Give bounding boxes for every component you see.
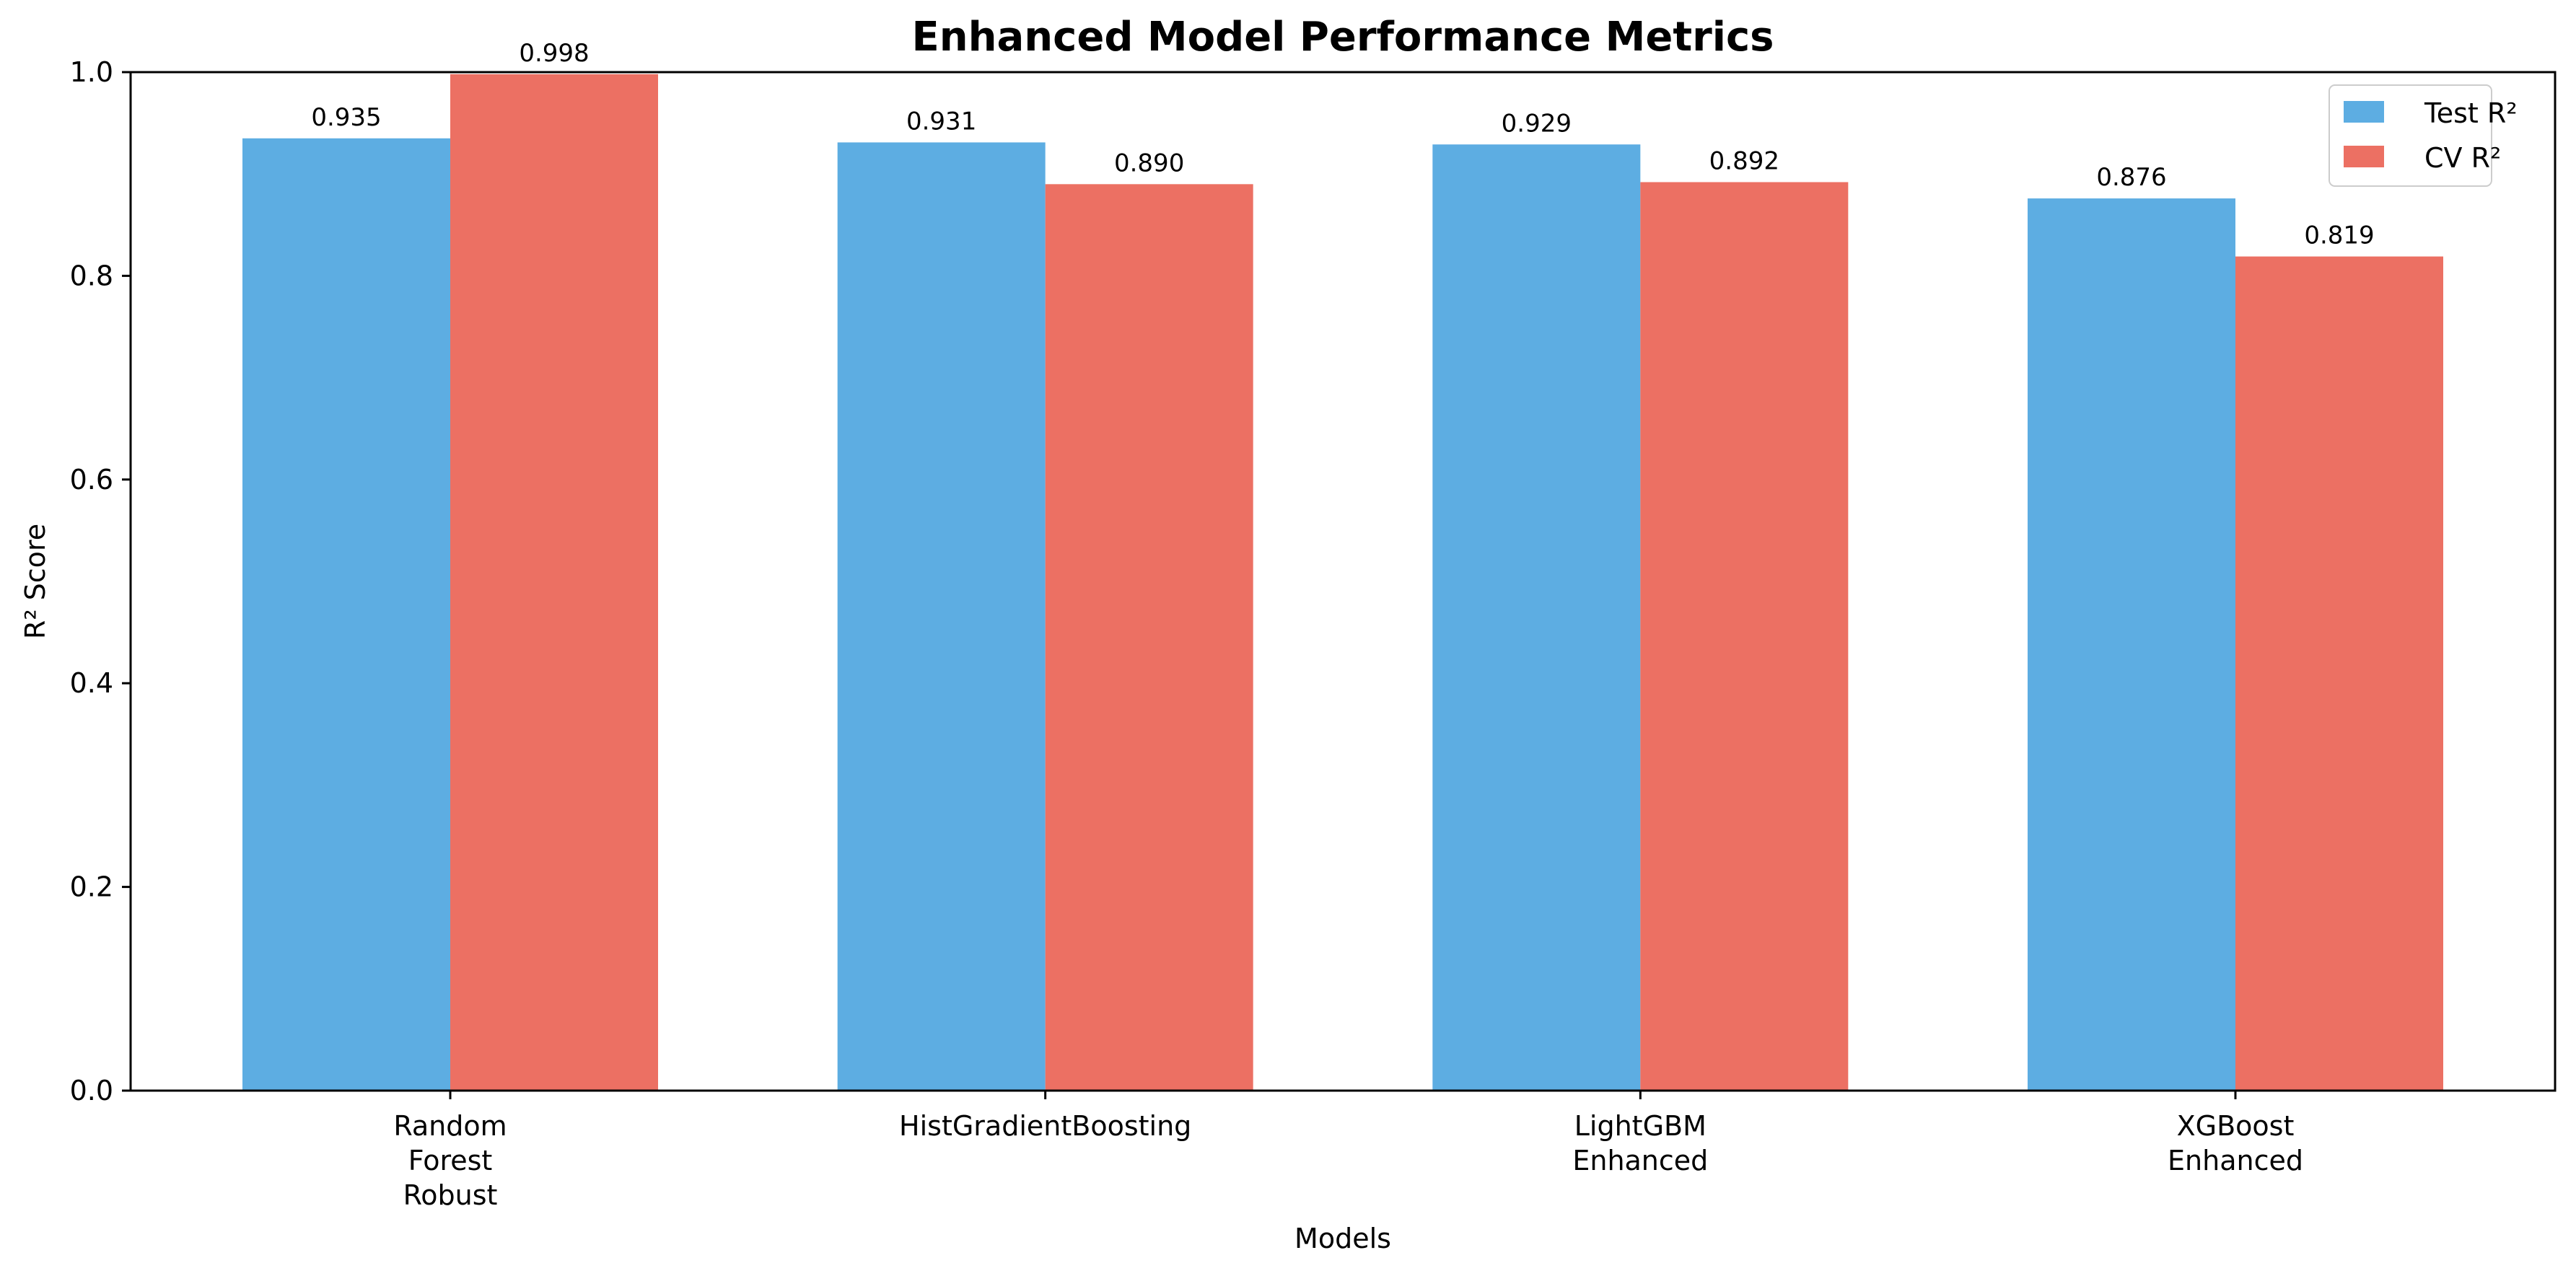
bar-test-r2-3 [2028,198,2235,1091]
bar-cv-r2-2 [1640,182,1849,1091]
y-tick-label-2: 0.4 [70,667,113,699]
x-tick-label-0-2: Robust [403,1179,498,1211]
data-label-cv-r2-2: 0.892 [1709,146,1779,175]
y-tick-label-5: 1.0 [70,56,113,88]
bar-test-r2-2 [1432,144,1641,1091]
bar-test-r2-0 [242,138,450,1091]
bar-cv-r2-1 [1045,184,1253,1091]
y-axis: 0.0 0.2 0.4 0.6 0.8 1.0 [70,56,131,1106]
plot-frame [129,71,2557,1092]
x-tick-label-2-0: LightGBM [1574,1110,1707,1142]
y-tick-label-3: 0.6 [70,464,113,496]
data-label-test-r2-1: 0.931 [906,107,976,136]
y-axis-label: R² Score [19,524,51,639]
x-axis-label: Models [1294,1223,1391,1254]
x-tick-label-3-0: XGBoost [2177,1110,2295,1142]
data-label-cv-r2-0: 0.998 [519,39,589,68]
x-tick-label-1-0: HistGradientBoosting [899,1110,1191,1142]
y-tick-label-1: 0.2 [70,871,113,903]
x-tick-label-0-1: Forest [408,1145,493,1176]
bar-cv-r2-3 [2235,256,2443,1091]
x-tick-label-3-1: Enhanced [2168,1145,2303,1176]
chart-title: Enhanced Model Performance Metrics [912,14,1774,61]
bars [242,74,2443,1091]
legend-label-test-r2: Test R² [2424,97,2518,129]
y-tick-label-0: 0.0 [70,1075,113,1106]
x-tick-label-2-1: Enhanced [1572,1145,1708,1176]
y-tick-label-4: 0.8 [70,260,113,291]
data-label-cv-r2-1: 0.890 [1114,149,1184,177]
bar-test-r2-1 [837,142,1046,1091]
legend-label-cv-r2: CV R² [2424,142,2501,174]
data-label-test-r2-0: 0.935 [311,103,381,132]
data-labels: 0.935 0.998 0.931 0.890 0.929 0.892 0.876 0.819 [311,39,2374,250]
data-label-test-r2-2: 0.929 [1502,109,1572,138]
x-tick-label-0-0: Random [393,1110,507,1142]
legend-swatch-cv-r2 [2344,146,2384,167]
legend-swatch-test-r2 [2344,101,2384,123]
data-label-cv-r2-3: 0.819 [2304,221,2374,250]
bar-cv-r2-0 [450,74,658,1091]
legend: Test R² CV R² [2329,84,2518,187]
data-label-test-r2-3: 0.876 [2096,163,2166,192]
